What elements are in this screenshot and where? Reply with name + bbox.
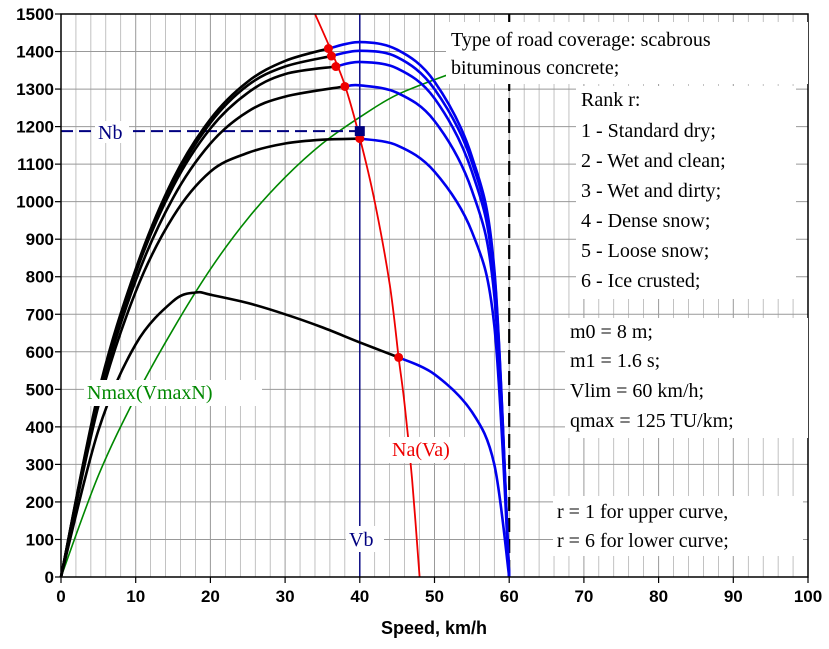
y-tick-label: 400	[26, 418, 54, 437]
rank-item: 2 - Wet and clean;	[581, 150, 726, 172]
rank-box	[576, 86, 796, 299]
curve-note: r = 1 for upper curve,	[557, 501, 728, 523]
x-tick-label: 10	[126, 587, 145, 606]
rank-item: 5 - Loose snow;	[581, 240, 709, 262]
x-tick-label: 70	[574, 587, 593, 606]
y-tick-label: 1100	[17, 155, 54, 174]
y-tick-label: 200	[26, 493, 54, 512]
x-tick-label: 90	[724, 587, 743, 606]
y-tick-label: 0	[45, 568, 54, 587]
params-box	[565, 318, 808, 438]
tick-labels: 0 10 20 30 40 50 60 70 80 90 100010020030040050060…	[16, 5, 822, 606]
series-4-blue	[344, 83, 511, 578]
param-item: m1 = 1.6 s;	[570, 350, 660, 372]
y-tick-label: 1000	[16, 193, 54, 212]
x-tick-label: 100	[794, 587, 822, 606]
rank-title: Rank r:	[581, 89, 640, 111]
y-tick-label: 1200	[16, 118, 54, 137]
series-6-blue	[398, 356, 511, 578]
y-tick-label: 500	[26, 380, 54, 399]
intersection-point	[355, 134, 365, 144]
y-tick-label: 600	[26, 343, 54, 362]
series-5-black	[59, 137, 360, 578]
intersection-point	[394, 352, 404, 362]
nmax-curve	[60, 73, 450, 578]
y-tick-label: 700	[26, 305, 54, 324]
y-tick-label: 1300	[16, 80, 54, 99]
param-item: qmax = 125 TU/km;	[570, 410, 734, 432]
nb-label-bg	[95, 121, 129, 143]
series-6-black	[59, 290, 400, 578]
vb-label-bg	[346, 526, 384, 552]
y-tick-label: 1500	[16, 5, 54, 24]
y-tick-label: 900	[26, 230, 54, 249]
param-item: Vlim = 60 km/h;	[570, 380, 704, 402]
y-tick-label: 100	[26, 530, 54, 549]
na-label-bg	[389, 437, 467, 463]
coverage-line-2: bituminous concrete;	[451, 57, 619, 79]
y-tick-label: 1400	[16, 43, 54, 62]
coverage-line-1: Type of road coverage: scabrous	[451, 29, 711, 51]
na-label: Na(Va)	[392, 439, 450, 461]
x-tick-label: 80	[649, 587, 668, 606]
rank-item: 4 - Dense snow;	[581, 210, 710, 232]
curve-note: r = 6 for lower curve;	[557, 530, 729, 552]
x-tick-label: 0	[56, 587, 65, 606]
param-item: m0 = 8 m;	[570, 321, 653, 343]
x-tick-label: 40	[350, 587, 369, 606]
nb-label: Nb	[98, 122, 122, 144]
nb-vb-marker	[354, 126, 365, 137]
nmax-label: Nmax(VmaxN)	[87, 382, 213, 404]
y-tick-label: 300	[26, 455, 54, 474]
series-5-blue	[359, 137, 511, 578]
rank-item: 6 - Ice crusted;	[581, 270, 700, 292]
x-tick-label: 20	[201, 587, 220, 606]
y-tick-label: 800	[26, 268, 54, 287]
nmax-label-bg	[84, 380, 262, 406]
na-curve	[314, 13, 421, 578]
rank-item: 3 - Wet and dirty;	[581, 180, 721, 202]
plot-frame	[60, 13, 809, 578]
intersection-point	[323, 44, 333, 54]
intersection-point	[340, 81, 350, 91]
rank-item: 1 - Standard dry;	[581, 120, 716, 142]
curve-note-box	[553, 496, 803, 556]
vb-label: Vb	[349, 529, 373, 551]
coverage-box	[446, 22, 808, 84]
x-axis-title: Speed, km/h	[381, 618, 487, 638]
curves	[59, 13, 511, 578]
intersection-point	[326, 51, 336, 61]
markers	[323, 44, 404, 362]
x-tick-label: 50	[425, 587, 444, 606]
intersection-point	[331, 62, 341, 72]
x-tick-label: 30	[276, 587, 295, 606]
x-tick-label: 60	[500, 587, 519, 606]
